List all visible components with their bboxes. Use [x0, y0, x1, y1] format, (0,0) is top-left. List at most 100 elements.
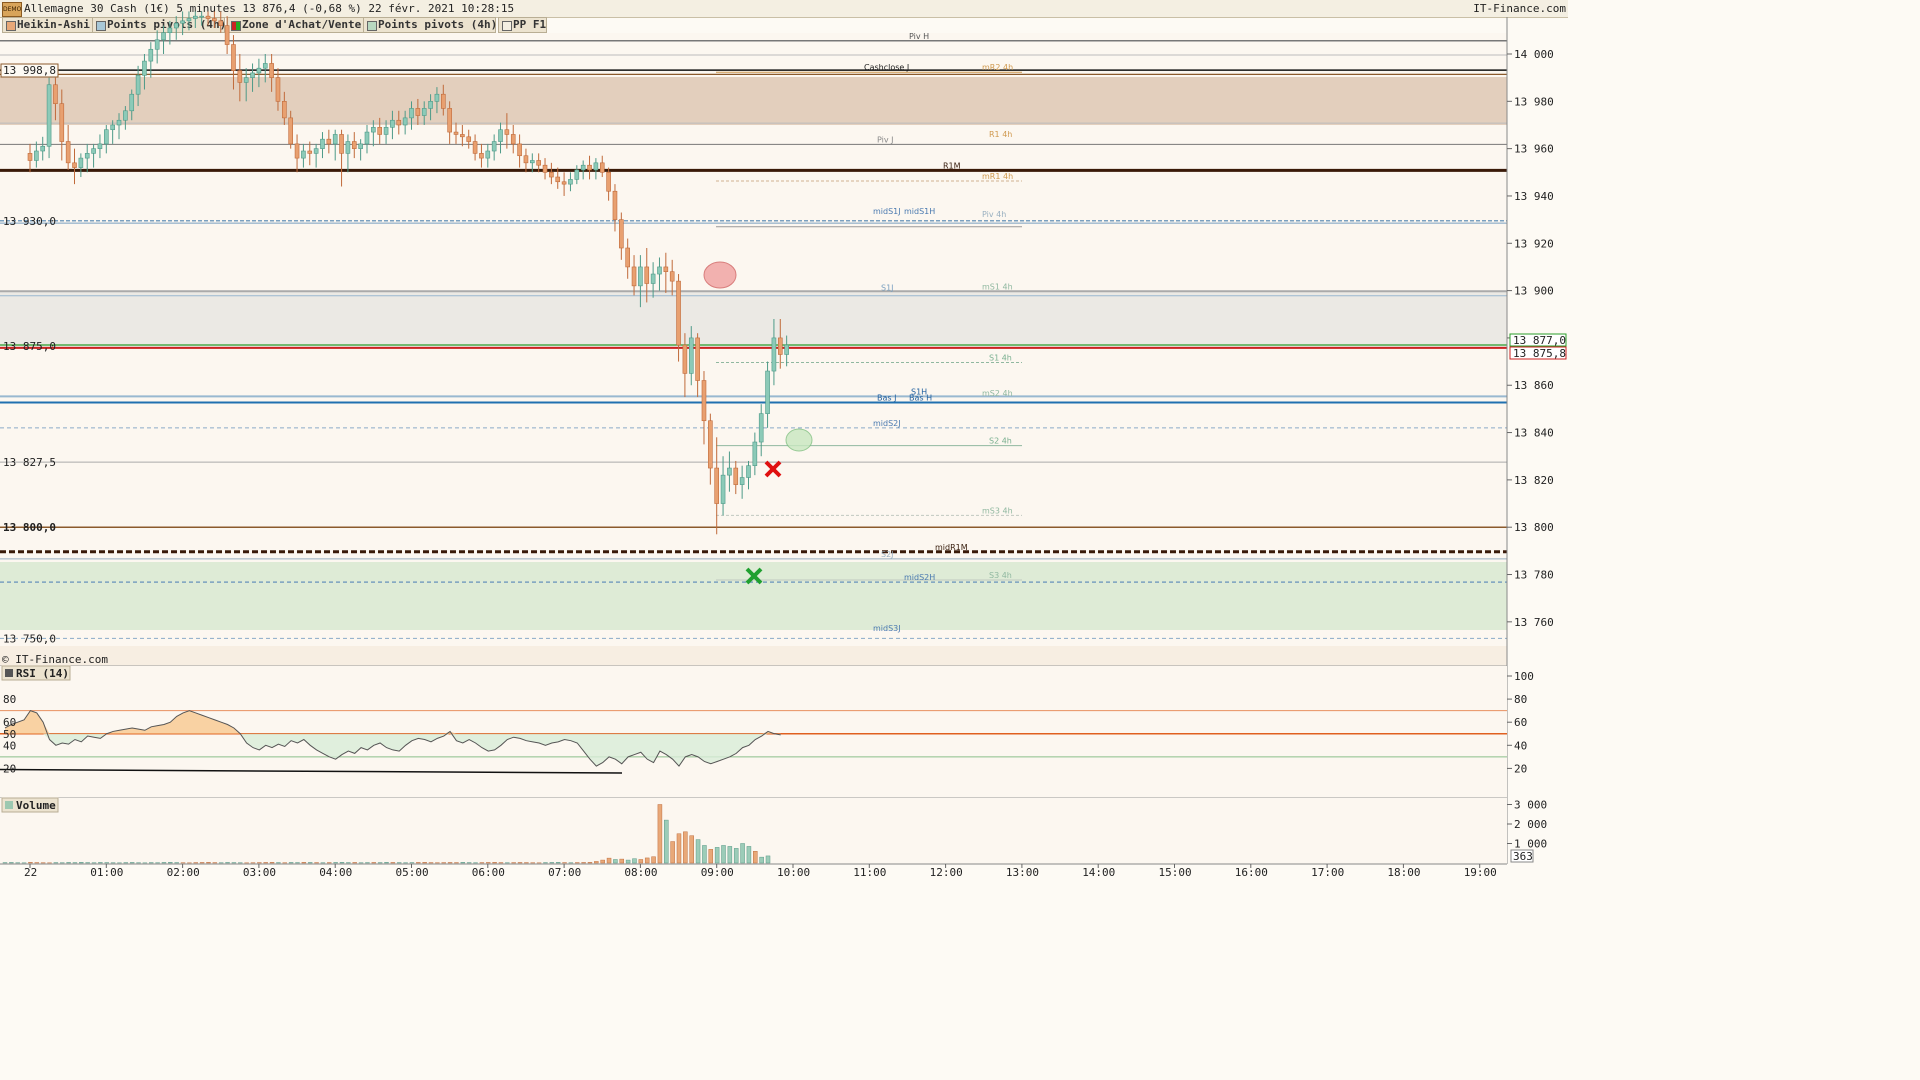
candle-body-5 [59, 103, 65, 142]
volume-bar-32 [206, 862, 211, 864]
volume-bar-112 [714, 847, 720, 864]
pivot-label-0: Piv H [909, 32, 929, 41]
zone-swatch-icon [231, 21, 241, 31]
candle-body-61 [415, 108, 421, 116]
volume-bar-47 [301, 862, 307, 864]
candle-body-20 [154, 39, 160, 50]
candle-body-41 [288, 117, 293, 145]
legend-pp-f1[interactable]: PP F1 [498, 17, 547, 33]
candle-body-29 [212, 18, 217, 22]
rsi-tick-0: 100 [1514, 670, 1534, 683]
pivot-label-19: mS3 4h [982, 506, 1013, 515]
time-tick-5: 05:00 [396, 866, 429, 879]
volume-title: Volume [16, 799, 56, 812]
current-volume-badge [1510, 849, 1534, 863]
candle-body-71 [479, 153, 484, 159]
last-price-up: 13 877,0 [1513, 334, 1566, 347]
sell-zone-marker[interactable] [703, 261, 737, 289]
time-tick-2: 02:00 [167, 866, 200, 879]
candle-body-28 [205, 15, 211, 19]
candle-body-99 [657, 266, 662, 275]
candle-body-10 [91, 148, 96, 154]
volume-bar-98 [625, 859, 631, 864]
candle-body-59 [402, 117, 408, 126]
pivot-label-23: midS2H [904, 573, 935, 582]
current-volume: 363 [1513, 850, 1533, 863]
volume-bar-95 [606, 857, 612, 864]
left-level-2: 13 875,0 [3, 340, 56, 353]
time-tick-17: 17:00 [1311, 866, 1344, 879]
price-tick-4: 13 920 [1514, 237, 1554, 250]
rsi-left-tick-4: 20 [3, 762, 16, 775]
candle-body-90 [599, 162, 605, 173]
candle-body-115 [758, 413, 764, 443]
left-level-1: 13 930,0 [3, 215, 56, 228]
candle-body-52 [358, 143, 363, 149]
pivot-label-24: midS3J [873, 624, 901, 633]
watermark: © IT-Finance.com [2, 653, 108, 666]
site-name[interactable]: IT-Finance.com [1473, 2, 1566, 15]
candle-body-3 [46, 84, 52, 147]
volume-title-tag[interactable] [1, 797, 59, 813]
rsi-swatch-icon [5, 669, 13, 677]
candle-body-95 [631, 266, 637, 287]
candle-body-104 [688, 337, 694, 374]
volume-bar-118 [753, 851, 758, 864]
candle-body-88 [587, 164, 592, 171]
candle-body-6 [65, 141, 71, 164]
legend-pivots-4h-2[interactable]: Points pivots (4h) [363, 17, 497, 33]
chart-canvas[interactable]: Piv H Cashclose J mR2 4h R1 4h Piv J R1M mR1 4… [0, 0, 1568, 882]
time-tick-6: 06:00 [472, 866, 505, 879]
candle-body-105 [695, 337, 700, 381]
candle-body-11 [97, 143, 103, 149]
volume-bar-60 [384, 862, 389, 864]
candle-body-78 [523, 155, 529, 164]
last-price-badges: 13 877,0 13 875,8 [1509, 333, 1567, 360]
candle-body-9 [84, 153, 90, 159]
legend-buy-sell-zone[interactable]: Zone d'Achat/Vente [227, 17, 364, 33]
volume-bar-4 [28, 862, 33, 864]
volume-bar-93 [594, 861, 599, 864]
candle-body-60 [409, 108, 414, 119]
rsi-panel-bg [0, 666, 1507, 798]
volume-bar-110 [702, 845, 707, 864]
rsi-line [4, 710, 781, 767]
candle-body-55 [377, 127, 383, 135]
volume-bar-106 [676, 833, 682, 864]
candle-body-42 [294, 143, 300, 159]
pivots-swatch-icon [96, 21, 106, 31]
pivot-label-8: midS1H [904, 207, 935, 216]
candle-body-56 [383, 127, 389, 135]
volume-bar-116 [740, 843, 745, 864]
price-tick-9: 13 820 [1514, 474, 1554, 487]
sell-cross-icon[interactable] [764, 460, 782, 478]
volume-bar-72 [460, 862, 466, 864]
volume-bar-105 [670, 841, 675, 864]
pivot-label-14: Bas J [877, 394, 896, 403]
buy-cross-icon[interactable] [745, 567, 763, 585]
time-tick-14: 14:00 [1082, 866, 1115, 879]
left-level-0: 13 998,8 [3, 64, 56, 77]
pivot-label-9: Piv 4h [982, 210, 1006, 219]
candle-body-63 [428, 101, 433, 109]
price-tick-11: 13 780 [1514, 569, 1554, 582]
volume-bar-100 [638, 859, 644, 864]
rsi-tick-3: 40 [1514, 739, 1527, 752]
legend-pivots-4h[interactable]: Points pivots (4h) [92, 17, 226, 33]
candle-body-37 [262, 63, 268, 69]
pivot-label-16: mS2 4h [982, 389, 1013, 398]
candle-body-0 [27, 153, 33, 161]
candle-body-64 [434, 93, 440, 102]
candle-body-12 [104, 129, 109, 145]
buy-zone-marker[interactable] [785, 428, 813, 452]
rsi-title-tag[interactable] [1, 665, 71, 681]
legend-heikin-ashi[interactable]: Heikin-Ashi [2, 17, 93, 33]
candle-body-35 [250, 72, 255, 78]
candle-body-96 [638, 266, 643, 287]
candle-body-112 [739, 477, 745, 485]
candle-body-8 [78, 157, 84, 168]
time-tick-12: 12:00 [930, 866, 963, 879]
time-tick-15: 15:00 [1159, 866, 1192, 879]
main-panel-bg [0, 33, 1507, 666]
